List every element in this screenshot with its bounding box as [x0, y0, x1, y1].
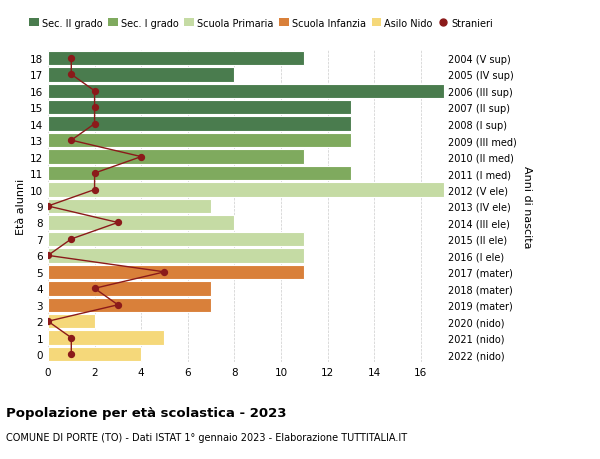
Point: [67, 236, 76, 243]
Bar: [48, 68, 235, 82]
Bar: [48, 183, 444, 197]
Point: [90, 186, 100, 194]
Legend: Sec. II grado, Sec. I grado, Scuola Primaria, Scuola Infanzia, Asilo Nido, Stran: Sec. II grado, Sec. I grado, Scuola Prim…: [25, 15, 497, 33]
Bar: [48, 232, 304, 246]
Point: [67, 137, 76, 145]
Point: [43, 252, 53, 259]
Bar: [48, 249, 304, 263]
Bar: [48, 298, 211, 312]
Point: [160, 269, 169, 276]
Bar: [48, 117, 351, 132]
Point: [90, 170, 100, 177]
Point: [90, 121, 100, 128]
Point: [90, 104, 100, 112]
Bar: [48, 134, 351, 148]
Text: COMUNE DI PORTE (TO) - Dati ISTAT 1° gennaio 2023 - Elaborazione TUTTITALIA.IT: COMUNE DI PORTE (TO) - Dati ISTAT 1° gen…: [6, 432, 407, 442]
Point: [90, 88, 100, 95]
Y-axis label: Anni di nascita: Anni di nascita: [523, 165, 532, 248]
Point: [136, 154, 146, 161]
Point: [43, 203, 53, 210]
Point: [67, 334, 76, 341]
Bar: [48, 265, 304, 280]
Text: Popolazione per età scolastica - 2023: Popolazione per età scolastica - 2023: [6, 406, 287, 419]
Point: [90, 285, 100, 292]
Point: [67, 351, 76, 358]
Bar: [48, 199, 211, 214]
Bar: [48, 51, 304, 66]
Y-axis label: Età alunni: Età alunni: [16, 179, 26, 235]
Point: [113, 219, 122, 227]
Point: [67, 55, 76, 62]
Bar: [48, 347, 141, 362]
Bar: [48, 101, 351, 115]
Point: [113, 302, 122, 309]
Point: [67, 72, 76, 79]
Bar: [48, 216, 235, 230]
Bar: [48, 331, 164, 345]
Bar: [48, 314, 95, 329]
Bar: [48, 84, 444, 99]
Bar: [48, 150, 304, 164]
Bar: [48, 281, 211, 296]
Point: [43, 318, 53, 325]
Bar: [48, 167, 351, 181]
